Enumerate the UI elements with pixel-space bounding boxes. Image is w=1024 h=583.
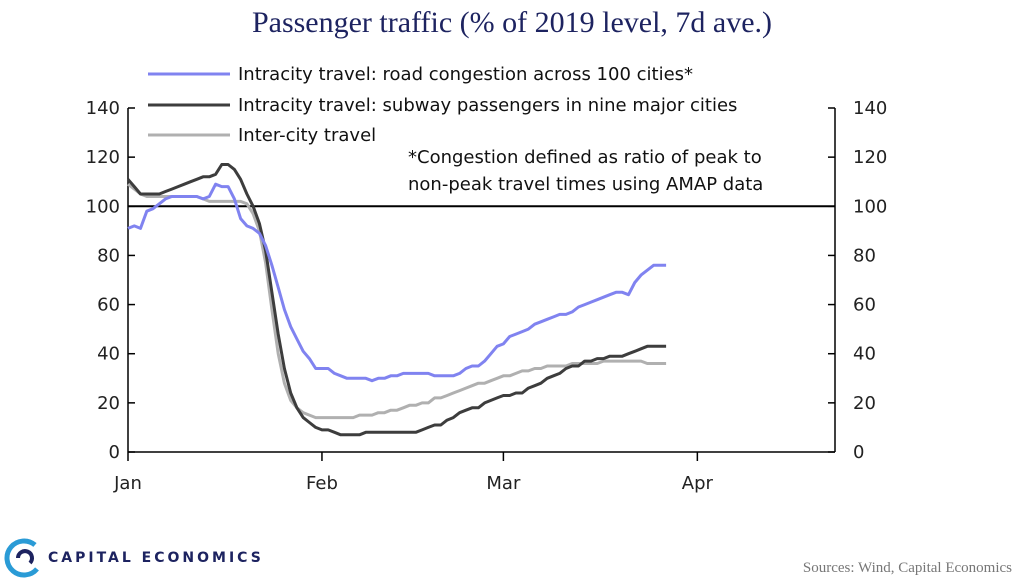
series-line-intercity	[127, 183, 667, 420]
chart-title: Passenger traffic (% of 2019 level, 7d a…	[251, 6, 773, 39]
brand-name: CAPITAL ECONOMICS	[48, 550, 264, 566]
legend: Intracity travel: road congestion across…	[148, 64, 737, 146]
series-lines	[126, 163, 667, 437]
y-tick-label-left: 40	[97, 344, 120, 365]
legend-label-road: Intracity travel: road congestion across…	[238, 64, 693, 85]
y-tick-label-right: 60	[853, 295, 876, 316]
y-tick-label-right: 80	[853, 245, 876, 266]
x-tick-label: Jan	[113, 473, 142, 494]
y-tick-label-left: 100	[86, 196, 120, 217]
y-tick-label-left: 140	[86, 98, 120, 119]
y-tick-label-right: 40	[853, 344, 876, 365]
x-ticks: Jan Feb Mar Apr	[113, 452, 714, 494]
x-tick-label: Feb	[306, 473, 338, 494]
y-ticks-right: 0 20 40 60 80 100 120 140	[828, 98, 887, 463]
series-line-road	[127, 182, 667, 383]
y-tick-label-left: 20	[97, 393, 120, 414]
y-tick-label-left: 0	[109, 442, 120, 463]
source-note: Sources: Wind, Capital Economics	[802, 560, 1012, 576]
y-ticks-left: 0 20 40 60 80 100 120 140	[86, 98, 135, 463]
y-tick-label-right: 100	[853, 196, 887, 217]
x-tick-label: Apr	[682, 473, 714, 494]
note-line-2: non-peak travel times using AMAP data	[408, 174, 763, 195]
capital-economics-logo: CAPITAL ECONOMICS	[4, 536, 264, 580]
note-line-1: *Congestion defined as ratio of peak to	[408, 147, 762, 168]
y-tick-label-right: 0	[853, 442, 864, 463]
series-line-subway	[126, 163, 667, 437]
legend-label-subway: Intracity travel: subway passengers in n…	[238, 95, 737, 116]
y-tick-label-left: 60	[97, 295, 120, 316]
y-tick-label-right: 140	[853, 98, 887, 119]
y-tick-label-right: 20	[853, 393, 876, 414]
logo-mark-icon	[4, 538, 44, 578]
x-tick-label: Mar	[486, 473, 521, 494]
y-tick-label-left: 80	[97, 245, 120, 266]
y-tick-label-right: 120	[853, 147, 887, 168]
y-tick-label-left: 120	[86, 147, 120, 168]
legend-label-intercity: Inter-city travel	[238, 125, 376, 146]
